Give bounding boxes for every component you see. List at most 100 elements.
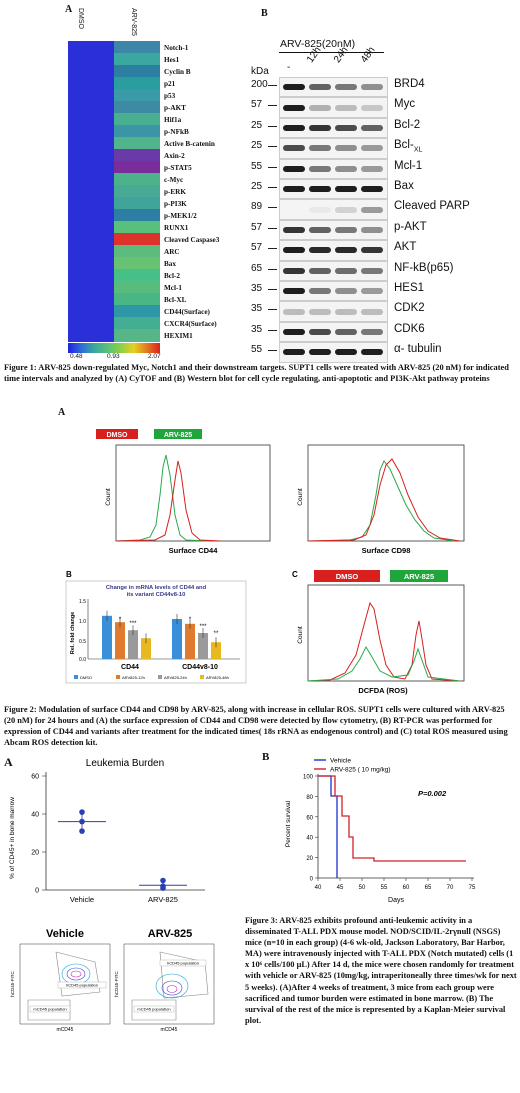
scatter-ytick-label: 0 bbox=[35, 888, 39, 895]
wb-band-row bbox=[279, 260, 388, 281]
legend-arv-text: ARV-825 bbox=[164, 432, 192, 439]
wb-band bbox=[335, 247, 357, 254]
heatmap-arv-cell bbox=[114, 161, 160, 174]
heatmap-row-label: CXCR4(Surface) bbox=[164, 320, 217, 328]
wb-band bbox=[283, 267, 305, 274]
wb-kda-value: 57 bbox=[251, 99, 263, 111]
heatmap-row-label: p53 bbox=[164, 92, 176, 100]
km-xlabel: Days bbox=[388, 897, 404, 904]
heatmap-arv-cell bbox=[114, 305, 160, 318]
bar-significance: * bbox=[119, 617, 122, 623]
wb-band bbox=[335, 84, 357, 91]
wb-kda-value: 35 bbox=[251, 303, 263, 315]
km-ytick-label: 0 bbox=[310, 877, 314, 883]
heatmap-arv-cell bbox=[114, 257, 160, 270]
wb-kda-value: 55 bbox=[251, 344, 263, 356]
wb-marker-tick bbox=[268, 85, 277, 86]
heatmap-dmso-cell bbox=[68, 305, 114, 318]
heatmap-dmso-cell bbox=[68, 269, 114, 282]
bar bbox=[185, 623, 195, 659]
bar bbox=[128, 630, 138, 659]
wb-band bbox=[361, 186, 383, 193]
wb-band-row bbox=[279, 158, 388, 179]
wb-band bbox=[309, 145, 331, 152]
heatmap-arv-cell bbox=[114, 41, 160, 54]
fig2-caption: Figure 2: Modulation of surface CD44 and… bbox=[4, 705, 508, 748]
heatmap-dmso-cell bbox=[68, 101, 114, 114]
km-ylabel: Percent survival bbox=[285, 800, 292, 847]
heatmap-dmso-cell bbox=[68, 125, 114, 138]
bar-legend-label: ARV825-24h bbox=[164, 675, 187, 680]
wb-band bbox=[361, 288, 383, 295]
wb-band bbox=[283, 226, 305, 233]
heatmap-row-label: Axin-2 bbox=[164, 152, 185, 160]
wb-protein-label: NF-kB(p65) bbox=[394, 261, 454, 274]
wb-band-row bbox=[279, 321, 388, 343]
cd44-histogram: DMSO ARV-825 Count Surface CD44 bbox=[96, 429, 271, 555]
svg-text:hCD45 population: hCD45 population bbox=[66, 983, 98, 988]
heatmap-row-label: p-MEK1/2 bbox=[164, 212, 197, 220]
heatmap-col-arv: ARV-825 bbox=[130, 8, 137, 36]
wb-band bbox=[283, 288, 305, 295]
wb-kda-value: 55 bbox=[251, 160, 263, 172]
heatmap-arv-cell bbox=[114, 101, 160, 114]
wb-lane-label: 48h bbox=[358, 45, 378, 65]
bar-legend-swatch bbox=[74, 675, 78, 679]
flow-arv-title: ARV-825 bbox=[148, 928, 192, 940]
wb-protein-label: Cleaved PARP bbox=[394, 200, 470, 213]
cd44-count-label: Count bbox=[105, 488, 112, 506]
wb-band bbox=[361, 308, 383, 315]
wb-band bbox=[309, 186, 331, 193]
wb-band bbox=[335, 165, 357, 172]
wb-marker-tick bbox=[268, 248, 277, 250]
wb-marker-tick bbox=[268, 289, 277, 290]
heatmap-arv-cell bbox=[114, 113, 160, 126]
heatmap-row-label: p-AKT bbox=[164, 104, 186, 112]
cd98-frame bbox=[307, 444, 465, 542]
bar-group-cd44: CD44 bbox=[121, 664, 139, 671]
bar bbox=[141, 638, 151, 659]
fig1-caption: Figure 1: ARV-825 down-regulated Myc, No… bbox=[4, 363, 509, 384]
wb-protein-label: p-AKT bbox=[394, 220, 427, 233]
wb-band bbox=[283, 84, 305, 91]
cd98-xlabel: Surface CD98 bbox=[362, 546, 411, 555]
heatmap-arv-cell bbox=[114, 269, 160, 282]
wb-band bbox=[309, 328, 331, 335]
wb-band bbox=[309, 206, 331, 213]
fig1-panel-a-letter: A bbox=[65, 4, 73, 15]
km-xtick-label: 75 bbox=[469, 885, 476, 891]
km-plot: Vehicle ARV-825 ( 10 mg/kg) P=0.002 Perc… bbox=[285, 758, 476, 905]
wb-band bbox=[283, 104, 305, 111]
wb-protein-label: Bcl-XL bbox=[394, 139, 423, 154]
km-ytick-label: 20 bbox=[306, 856, 313, 862]
wb-band bbox=[309, 247, 331, 254]
scatter-ytick-label: 40 bbox=[31, 812, 39, 819]
heatmap-arv-cell bbox=[114, 173, 160, 186]
wb-marker-tick bbox=[268, 187, 277, 188]
heatmap-arv-cell bbox=[114, 233, 160, 246]
wb-band bbox=[335, 186, 357, 193]
svg-text:mCD45 population: mCD45 population bbox=[33, 1007, 66, 1012]
wb-band bbox=[335, 288, 357, 295]
svg-text:hCD45-FITC: hCD45-FITC bbox=[114, 971, 119, 997]
wb-band-row bbox=[279, 199, 388, 220]
heatmap-row-label: c-Myc bbox=[164, 176, 184, 184]
wb-marker-tick bbox=[268, 166, 277, 168]
heatmap-row-label: Notch-1 bbox=[164, 44, 189, 52]
flow-vehicle-plot: hCD45-FITC mCD45 hCD45 population mCD45 … bbox=[10, 943, 111, 1033]
svg-text:mCD45 population: mCD45 population bbox=[137, 1007, 170, 1012]
wb-protein-label: Mcl-1 bbox=[394, 159, 423, 172]
heatmap-dmso-cell bbox=[68, 161, 114, 174]
bar-ytick-1: 1.0 bbox=[79, 619, 86, 625]
scatter-title: Leukemia Burden bbox=[86, 758, 164, 769]
wb-band bbox=[283, 349, 305, 356]
cd44-arv-curve bbox=[115, 454, 211, 542]
scatter-point bbox=[79, 828, 85, 834]
heatmap-row-label: Active B-catenin bbox=[164, 140, 215, 148]
wb-protein-label: HES1 bbox=[394, 282, 425, 294]
svg-text:hCD45-FITC: hCD45-FITC bbox=[10, 971, 15, 997]
wb-band bbox=[361, 104, 383, 111]
heatmap-arv-cell bbox=[114, 245, 160, 258]
heatmap-row-label: Mcl-1 bbox=[164, 284, 182, 292]
wb-band bbox=[309, 165, 331, 172]
